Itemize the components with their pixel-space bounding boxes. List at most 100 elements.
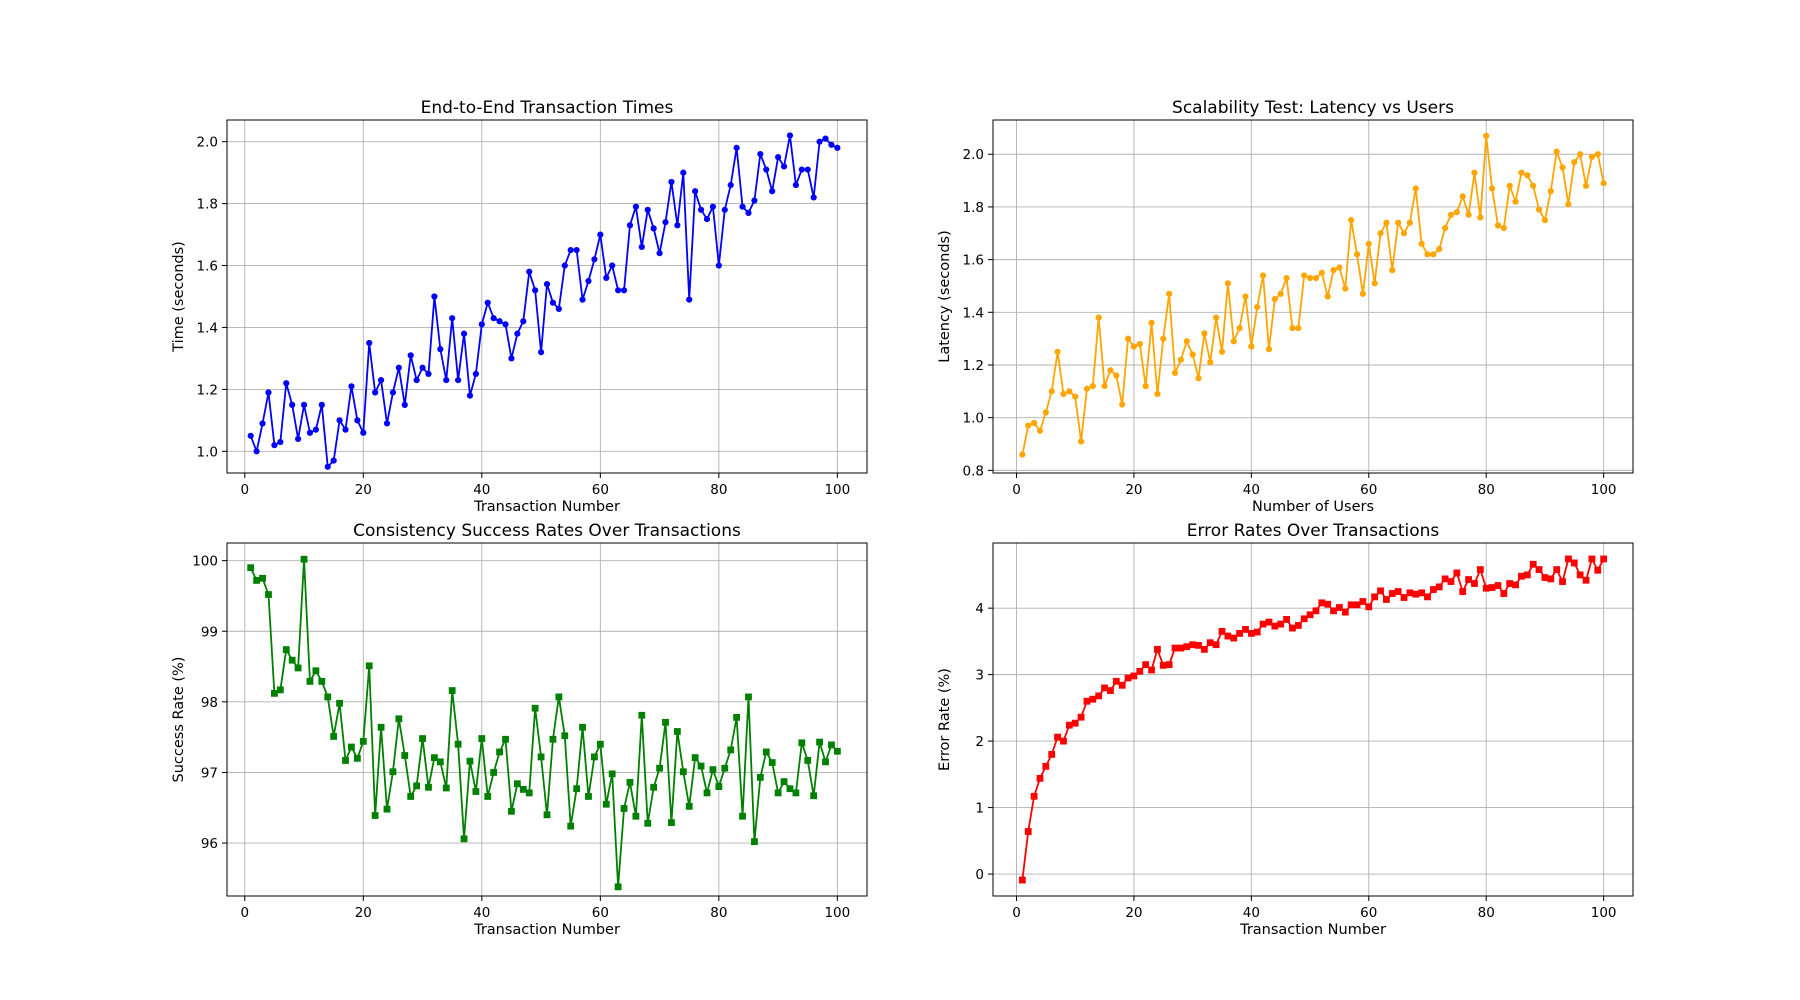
data-point: [425, 370, 432, 378]
data-point: [484, 299, 491, 306]
x-axis-label: Number of Users: [1252, 499, 1374, 515]
data-point: [324, 693, 332, 701]
data-point: [1341, 608, 1349, 616]
y-tick-label: 4: [975, 601, 984, 617]
data-point: [1142, 382, 1149, 390]
data-point: [833, 747, 841, 755]
data-point: [1071, 719, 1079, 727]
data-point: [626, 222, 634, 229]
grid: [227, 120, 867, 473]
y-axis-label: Success Rate (%): [171, 657, 187, 783]
data-point: [1512, 581, 1519, 589]
data-point: [644, 206, 651, 213]
series: [247, 132, 841, 470]
data-point: [1512, 198, 1519, 205]
data-point: [650, 783, 658, 791]
data-point: [555, 693, 563, 701]
data-point: [1036, 427, 1044, 434]
chart-consistency-success-rates: 0 20 40 60 80 100 96 97 98 99 100 Consistency Succ…: [171, 521, 868, 938]
data-point: [377, 377, 385, 384]
grid: [993, 543, 1633, 896]
y-tick-label: 96: [201, 836, 218, 852]
data-point: [1289, 624, 1296, 632]
data-point: [276, 686, 284, 694]
data-point: [1371, 280, 1378, 287]
x-tick-label: 100: [824, 482, 850, 498]
data-point: [318, 401, 325, 408]
plot-area: [226, 119, 868, 474]
data-point: [1389, 267, 1396, 274]
data-point: [1248, 343, 1255, 350]
y-tick-label: 1.0: [963, 411, 984, 427]
data-point: [567, 246, 574, 254]
data-point: [1371, 593, 1379, 601]
data-point: [1395, 219, 1402, 226]
y-axis-label: Time (seconds): [171, 241, 187, 353]
series: [247, 555, 841, 891]
data-point: [1283, 274, 1290, 282]
data-point: [502, 735, 509, 743]
data-point: [1024, 828, 1032, 835]
data-point: [253, 448, 260, 455]
data-point: [247, 432, 254, 439]
data-point: [365, 662, 373, 670]
data-point: [526, 268, 533, 275]
data-point: [739, 203, 746, 210]
x-tick-label: 100: [1591, 905, 1617, 921]
data-point: [1594, 566, 1602, 574]
data-point: [1453, 569, 1461, 577]
data-point: [1236, 325, 1243, 332]
data-point: [1447, 578, 1455, 585]
data-point: [1101, 382, 1108, 390]
data-point: [1577, 151, 1584, 158]
x-tick-label: 80: [710, 482, 727, 498]
data-point: [1019, 451, 1026, 458]
data-point: [502, 321, 509, 328]
data-point: [449, 315, 456, 322]
data-point: [703, 789, 711, 797]
data-point: [472, 788, 480, 795]
axes-ticks: 0 20 40 60 80 100 96 97 98 99 100: [192, 554, 850, 921]
y-tick-label: 1.6: [197, 259, 218, 275]
data-point: [1177, 356, 1184, 363]
data-point: [1077, 438, 1085, 445]
data-point: [318, 677, 326, 685]
data-point: [721, 764, 729, 772]
data-point: [1530, 182, 1537, 189]
y-tick-label: 1.8: [963, 200, 984, 216]
data-point: [282, 646, 290, 654]
data-point: [1424, 251, 1431, 258]
data-point: [751, 838, 758, 846]
data-point: [1189, 641, 1197, 649]
data-point: [1476, 566, 1484, 573]
data-point: [466, 757, 474, 765]
data-point: [259, 420, 266, 427]
data-point: [697, 762, 705, 770]
data-point: [745, 209, 752, 216]
data-point: [1442, 224, 1449, 232]
data-point: [1459, 588, 1467, 595]
data-point: [1060, 390, 1067, 398]
data-point: [283, 380, 290, 387]
data-point: [1242, 626, 1249, 633]
data-point: [709, 766, 717, 774]
data-point: [1570, 559, 1578, 567]
data-point: [1224, 280, 1231, 287]
data-point: [437, 346, 444, 353]
data-point: [1148, 319, 1155, 326]
data-point: [1359, 290, 1367, 297]
data-point: [508, 807, 515, 815]
data-point: [585, 793, 592, 800]
series: [1018, 555, 1608, 884]
series: [1019, 132, 1607, 458]
data-point: [1072, 393, 1079, 400]
x-tick-label: 100: [824, 905, 850, 921]
data-point: [460, 835, 468, 843]
data-point: [1477, 214, 1484, 221]
data-point: [1559, 578, 1566, 585]
data-point: [780, 778, 788, 786]
data-point: [1118, 681, 1126, 689]
data-point: [727, 746, 735, 754]
data-point: [306, 677, 314, 685]
data-point: [265, 591, 272, 598]
